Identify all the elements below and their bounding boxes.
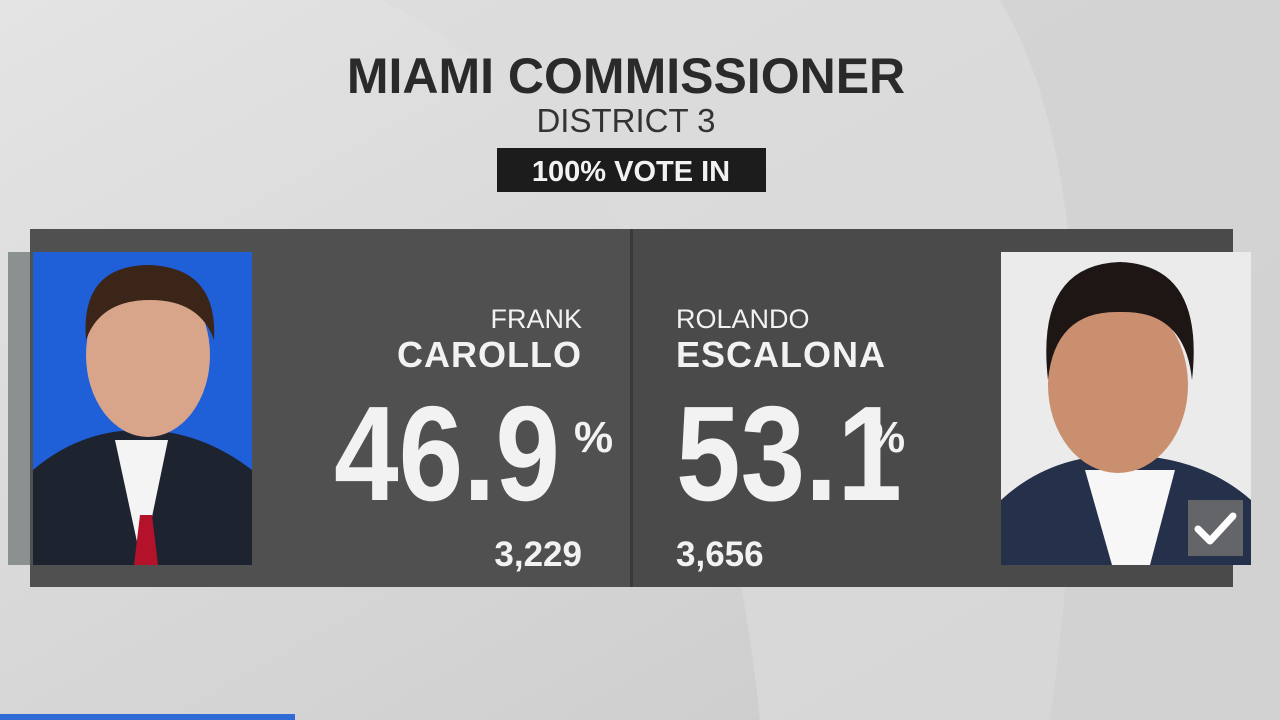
last-name: ESCALONA [676, 334, 886, 375]
lower-bar [0, 714, 295, 720]
votes: 3,229 [494, 535, 582, 574]
badge-box [497, 148, 766, 192]
candidate-photo [1001, 252, 1251, 565]
photo-edge [8, 252, 32, 565]
first-name: ROLANDO [676, 304, 810, 334]
first-name: FRANK [490, 304, 582, 334]
votes: 3,656 [676, 535, 764, 574]
title: MIAMI COMMISSIONER [347, 48, 905, 104]
candidate-photo [33, 252, 252, 565]
percent-symbol: % [866, 413, 905, 462]
percent: 46.9 [334, 378, 560, 529]
winner-check [1194, 512, 1237, 545]
badge: 100% VOTE IN [532, 156, 730, 188]
subtitle: DISTRICT 3 [536, 102, 715, 139]
divider [630, 229, 633, 587]
last-name: CAROLLO [397, 334, 582, 375]
percent: 53.1 [676, 378, 902, 529]
percent-symbol: % [574, 413, 613, 462]
